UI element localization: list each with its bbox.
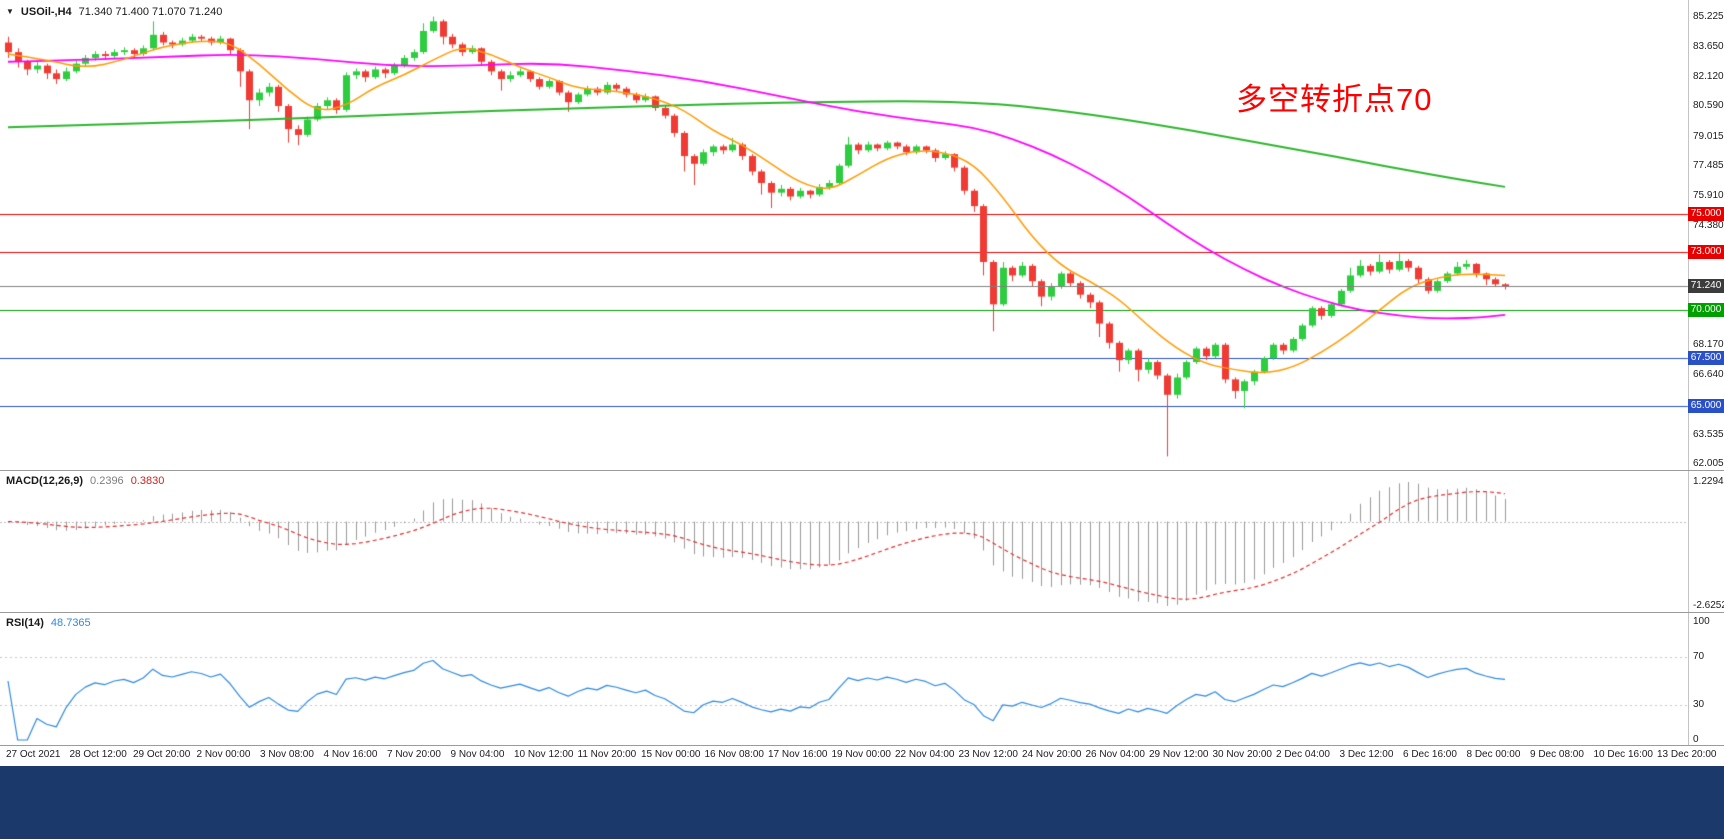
ohlc-quote-label: 71.340 71.400 71.070 71.240	[78, 6, 223, 18]
rsi-title-bar: RSI(14) 48.7365	[6, 617, 91, 629]
panel-divider-macd[interactable]	[0, 470, 1724, 471]
time-axis-separator	[0, 745, 1724, 746]
macd-signal-value: 0.3830	[130, 475, 165, 487]
chart-title-bar: ▼ USOil-,H4 71.340 71.400 71.070 71.240	[6, 6, 222, 18]
price-axis-separator	[1688, 0, 1689, 745]
panel-divider-rsi[interactable]	[0, 612, 1724, 613]
macd-title-bar: MACD(12,26,9) 0.2396 0.3830	[6, 475, 164, 487]
macd-main-value: 0.2396	[90, 475, 124, 487]
macd-indicator-label: MACD(12,26,9)	[6, 475, 84, 487]
symbol-timeframe-label: USOil-,H4	[20, 6, 72, 18]
chart-canvas[interactable]	[0, 0, 1724, 766]
chart-annotation-text: 多空转折点70	[1236, 82, 1433, 117]
bottom-bar	[0, 766, 1724, 839]
rsi-value: 48.7365	[50, 617, 91, 629]
rsi-indicator-label: RSI(14)	[6, 617, 44, 629]
chart-collapse-icon[interactable]: ▼	[6, 7, 14, 16]
